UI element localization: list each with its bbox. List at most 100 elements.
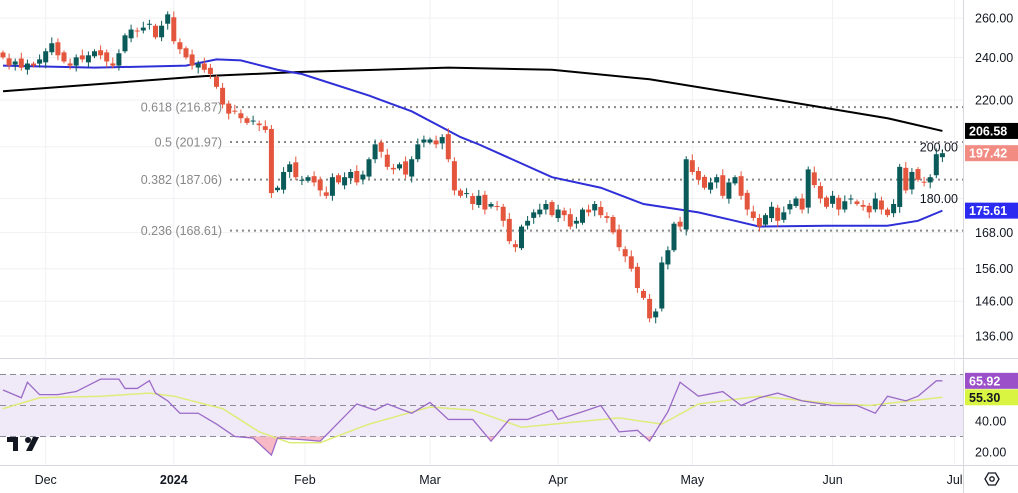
candle-body	[366, 159, 372, 177]
candle	[226, 100, 232, 120]
price-badge-bg	[965, 202, 1018, 219]
candle	[909, 168, 915, 195]
candle-body	[232, 110, 238, 112]
candle	[482, 190, 488, 215]
ma-slow-line	[2, 66, 943, 132]
candle-body	[775, 207, 781, 221]
candle-body	[866, 205, 872, 213]
candle-body	[476, 195, 482, 205]
candle-body	[622, 249, 628, 257]
candle	[79, 49, 85, 63]
candle	[665, 246, 671, 270]
candle	[580, 207, 585, 225]
candle-body	[43, 51, 49, 63]
candle	[67, 58, 73, 70]
candle-body	[67, 63, 73, 66]
rsi-pane[interactable]	[0, 374, 963, 457]
candle	[793, 196, 799, 208]
candle	[805, 166, 811, 214]
candle	[567, 208, 573, 230]
candle	[445, 128, 451, 163]
candle	[323, 186, 329, 199]
candle-body	[921, 181, 927, 183]
candle	[824, 195, 829, 209]
candle-body	[531, 212, 537, 218]
candle-body	[31, 63, 36, 66]
candle-body	[104, 52, 110, 62]
candle-body	[195, 63, 201, 68]
candle-body	[189, 54, 195, 66]
candle-body	[354, 171, 360, 183]
candle	[756, 214, 762, 232]
candle-body	[555, 209, 561, 219]
price-tick-label: 220.00	[975, 94, 1013, 108]
candle	[104, 49, 110, 68]
candle-body	[256, 123, 262, 126]
candle-body	[848, 198, 854, 200]
time-label: Feb	[294, 473, 316, 487]
candle	[500, 203, 506, 227]
candle	[531, 209, 537, 224]
candle	[299, 175, 305, 186]
candle	[305, 175, 311, 183]
fib-level-label: 0.5 (201.97)	[155, 136, 222, 150]
candle	[561, 207, 567, 222]
candle-body	[781, 212, 787, 220]
candle	[232, 104, 238, 115]
price-tick-label: 260.00	[975, 12, 1013, 26]
candle-body	[378, 142, 384, 152]
candle	[543, 200, 549, 215]
candle-body	[37, 59, 43, 64]
candle	[555, 204, 561, 223]
candle	[244, 116, 250, 125]
candle-body	[159, 25, 165, 38]
candle	[622, 246, 628, 263]
candle-body	[220, 87, 226, 105]
candle-body	[183, 48, 189, 58]
candle-body	[714, 177, 720, 183]
candle-body	[811, 172, 817, 186]
candle-body	[653, 311, 659, 318]
candle	[720, 169, 726, 199]
price-tick-label: 156.00	[975, 262, 1013, 276]
candle-body	[738, 176, 744, 196]
candle-body	[268, 128, 274, 194]
candle	[933, 148, 939, 179]
candle-body	[647, 298, 653, 319]
time-label: Apr	[548, 473, 567, 487]
candle	[488, 202, 494, 209]
candle	[311, 171, 317, 187]
candle	[433, 135, 439, 149]
candle	[647, 293, 653, 323]
candle	[177, 38, 183, 55]
candle	[415, 138, 421, 163]
time-axis[interactable]: Dec 2024 Feb Mar Apr May Jun Jul	[35, 473, 963, 487]
candle	[836, 194, 842, 216]
candle	[763, 213, 768, 227]
candle	[860, 200, 866, 211]
candle	[262, 120, 268, 133]
settings-gear-icon[interactable]	[984, 472, 1000, 486]
candle-body	[415, 144, 421, 160]
candle-body	[24, 63, 30, 70]
candle	[769, 201, 775, 223]
candle-body	[79, 55, 85, 60]
candle	[128, 24, 134, 43]
candle-body	[787, 203, 793, 210]
candle-body	[573, 220, 579, 224]
candle	[256, 120, 262, 132]
candle	[372, 139, 378, 164]
candle-body	[49, 43, 55, 53]
price-axis[interactable]: 260.00 240.00 220.00 200.00 180.00 168.00 156.…	[920, 12, 1018, 460]
candle-body	[439, 137, 445, 144]
candle-body	[134, 30, 140, 32]
candle	[61, 50, 67, 64]
candle-body	[275, 187, 280, 191]
time-label: Jun	[823, 473, 843, 487]
candle-body	[567, 214, 573, 227]
price-badge: 197.42	[965, 145, 1018, 162]
candle-body	[262, 126, 268, 130]
candle-body	[799, 198, 805, 210]
candle	[634, 262, 640, 293]
